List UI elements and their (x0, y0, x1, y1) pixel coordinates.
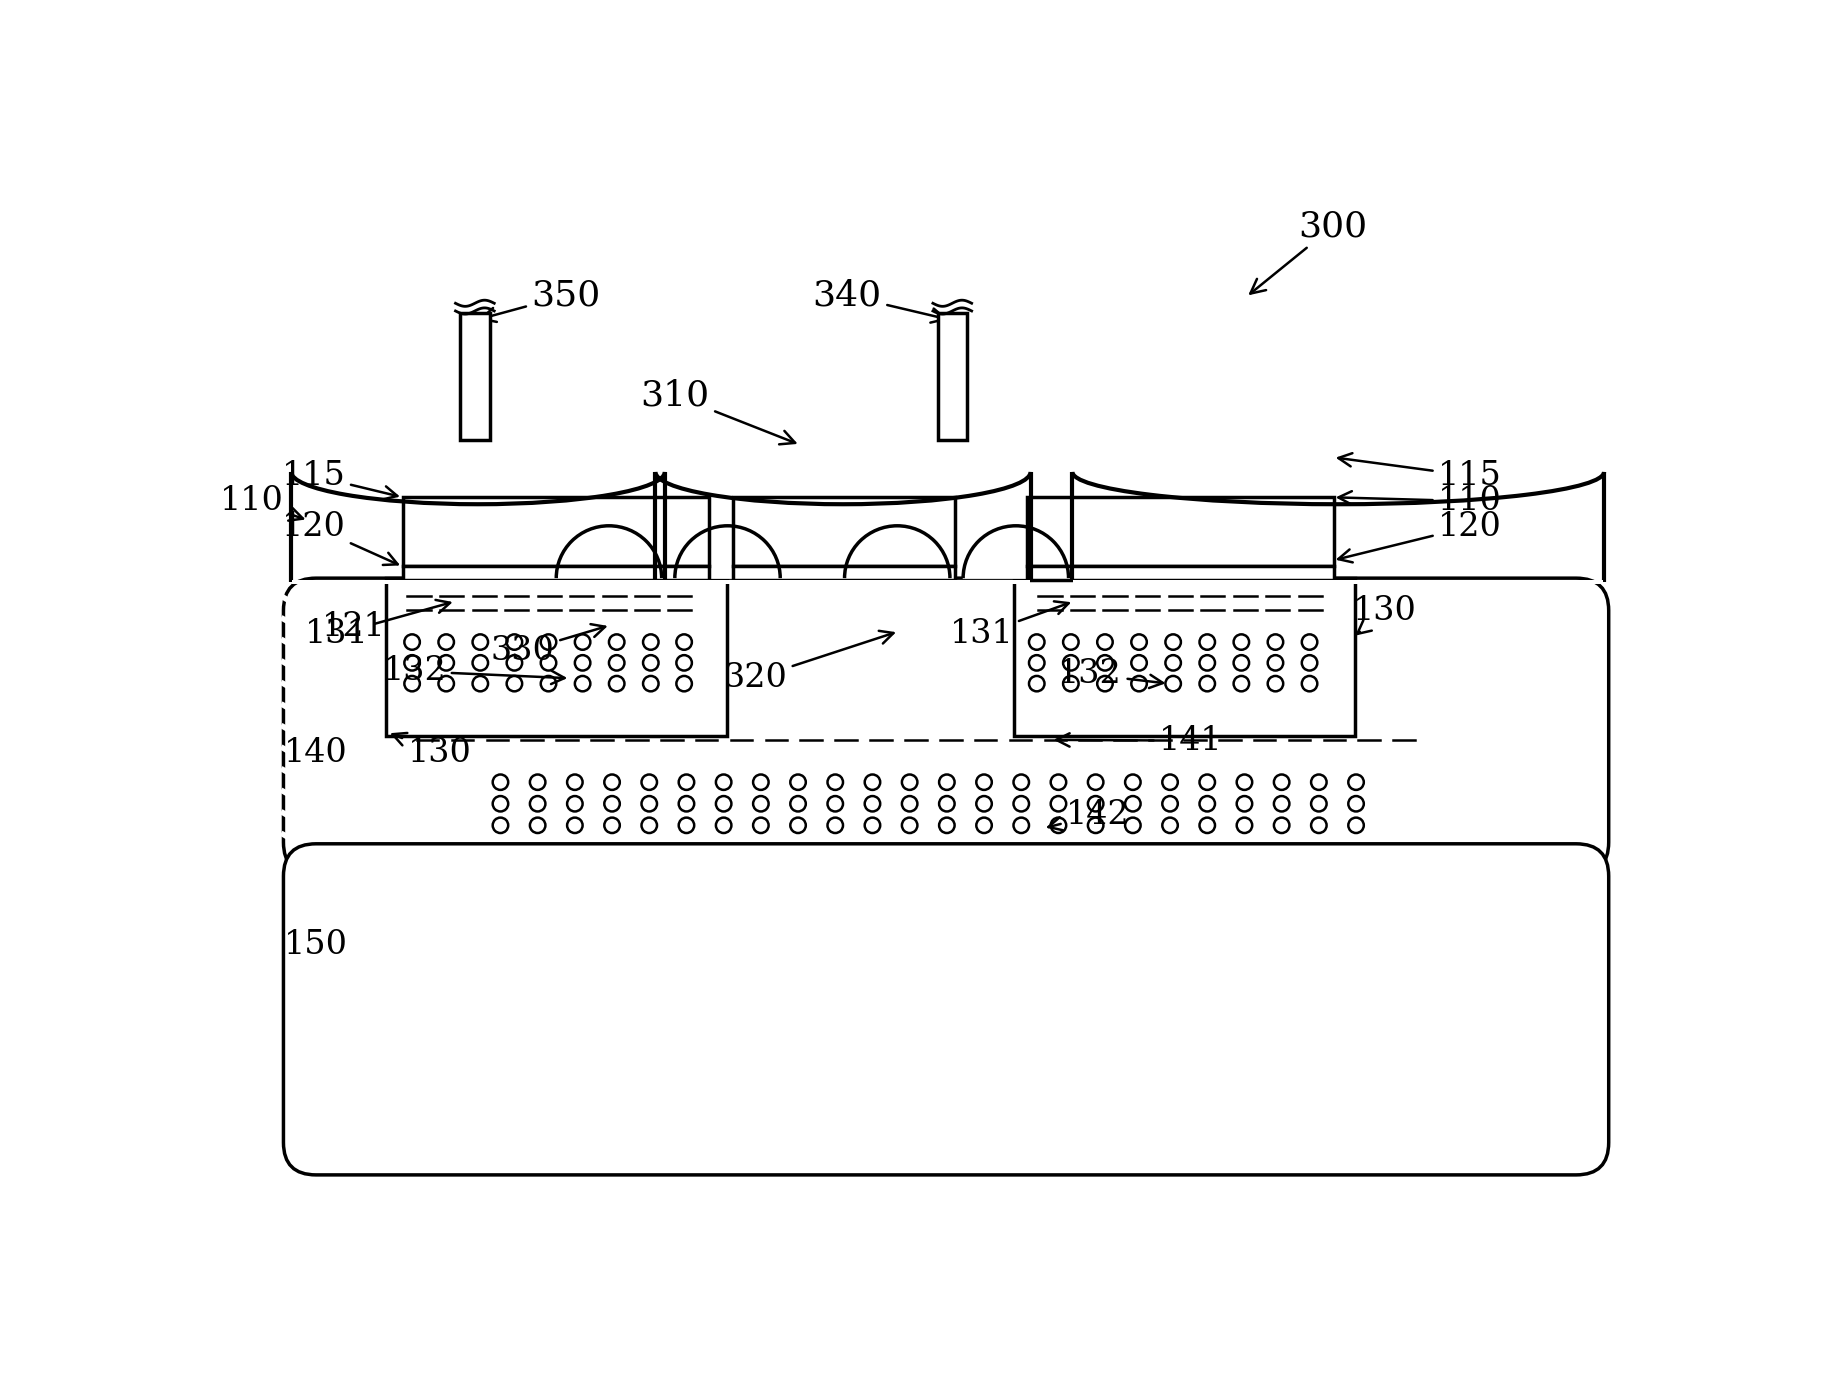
Wedge shape (676, 526, 781, 578)
Text: 115: 115 (1338, 453, 1503, 492)
Text: 340: 340 (812, 278, 947, 323)
Bar (938, 313, 967, 439)
Bar (1073, 580, 1604, 583)
Wedge shape (845, 526, 951, 578)
Text: 120: 120 (282, 511, 397, 565)
Bar (386, 578, 727, 735)
Wedge shape (964, 526, 1069, 578)
Bar (733, 566, 954, 580)
Text: 330: 330 (491, 625, 605, 668)
Text: 120: 120 (1338, 511, 1503, 562)
Text: 350: 350 (482, 278, 600, 321)
Bar (733, 497, 954, 566)
Bar (402, 497, 709, 566)
Text: 132: 132 (382, 655, 565, 687)
Text: 142: 142 (1049, 799, 1130, 831)
Bar (1013, 578, 1355, 735)
Text: 141: 141 (1056, 724, 1222, 756)
Text: 121: 121 (323, 611, 386, 643)
FancyBboxPatch shape (284, 578, 1608, 874)
Bar (402, 566, 709, 580)
Text: 131: 131 (949, 601, 1069, 651)
Bar (655, 580, 1030, 583)
Text: 130: 130 (1353, 596, 1418, 634)
Text: 140: 140 (284, 737, 347, 769)
Text: 130: 130 (393, 733, 471, 769)
FancyBboxPatch shape (284, 843, 1608, 1174)
Text: 300: 300 (1250, 209, 1368, 294)
Wedge shape (556, 526, 661, 578)
Text: 115: 115 (282, 460, 397, 500)
Bar (460, 313, 489, 439)
Text: 150: 150 (284, 929, 347, 961)
Bar (292, 580, 665, 583)
Text: 110: 110 (1338, 485, 1503, 517)
Text: 310: 310 (641, 378, 796, 445)
Text: 131: 131 (305, 600, 450, 651)
Bar (1028, 566, 1333, 580)
Bar (1028, 497, 1333, 566)
Text: 132: 132 (1058, 658, 1163, 690)
Text: 320: 320 (724, 630, 893, 694)
Text: 110: 110 (220, 485, 303, 521)
